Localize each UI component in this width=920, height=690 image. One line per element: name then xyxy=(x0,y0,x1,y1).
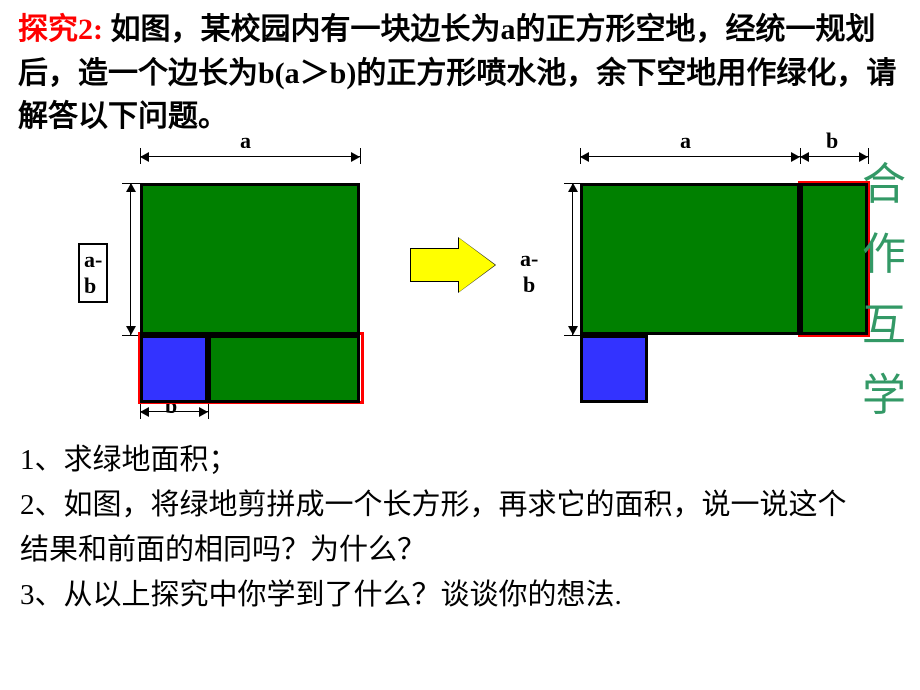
questions-block: 1、求绿地面积； 2、如图，将绿地剪拼成一个长方形，再求它的面积，说一说这个结果… xyxy=(20,438,850,618)
diagram-area: a a-b b a b a-b xyxy=(0,143,920,423)
side-c2: 作 xyxy=(862,220,908,290)
right-green-a xyxy=(580,183,800,335)
side-c1: 合 xyxy=(862,150,908,220)
question-2: 2、如图，将绿地剪拼成一个长方形，再求它的面积，说一说这个结果和前面的相同吗？为… xyxy=(20,483,850,573)
dim-b-top-r: b xyxy=(826,128,838,154)
right-green-b xyxy=(800,183,868,335)
side-c4: 学 xyxy=(862,361,908,431)
title-label: 探究2: xyxy=(18,13,103,46)
dim-amb-left: a-b xyxy=(78,243,108,303)
dim-a-top: a xyxy=(240,128,251,154)
left-bottom-green xyxy=(208,335,360,403)
dim-amb-right: a-b xyxy=(520,246,538,298)
question-1: 1、求绿地面积； xyxy=(20,438,850,483)
problem-header: 探究2: 如图，某校园内有一块边长为a的正方形空地，经统一规划后，造一个边长为b… xyxy=(0,0,920,143)
left-blue-square xyxy=(140,335,208,403)
side-c3: 互 xyxy=(862,291,908,361)
right-blue-square xyxy=(580,335,648,403)
dim-a-top-r: a xyxy=(680,128,691,154)
problem-text: 如图，某校园内有一块边长为a的正方形空地，经统一规划后，造一个边长为b(a＞b)… xyxy=(18,13,896,133)
side-vertical-text: 合 作 互 学 xyxy=(862,150,908,432)
question-3: 3、从以上探究中你学到了什么？谈谈你的想法. xyxy=(20,573,850,618)
left-top-green xyxy=(140,183,360,335)
